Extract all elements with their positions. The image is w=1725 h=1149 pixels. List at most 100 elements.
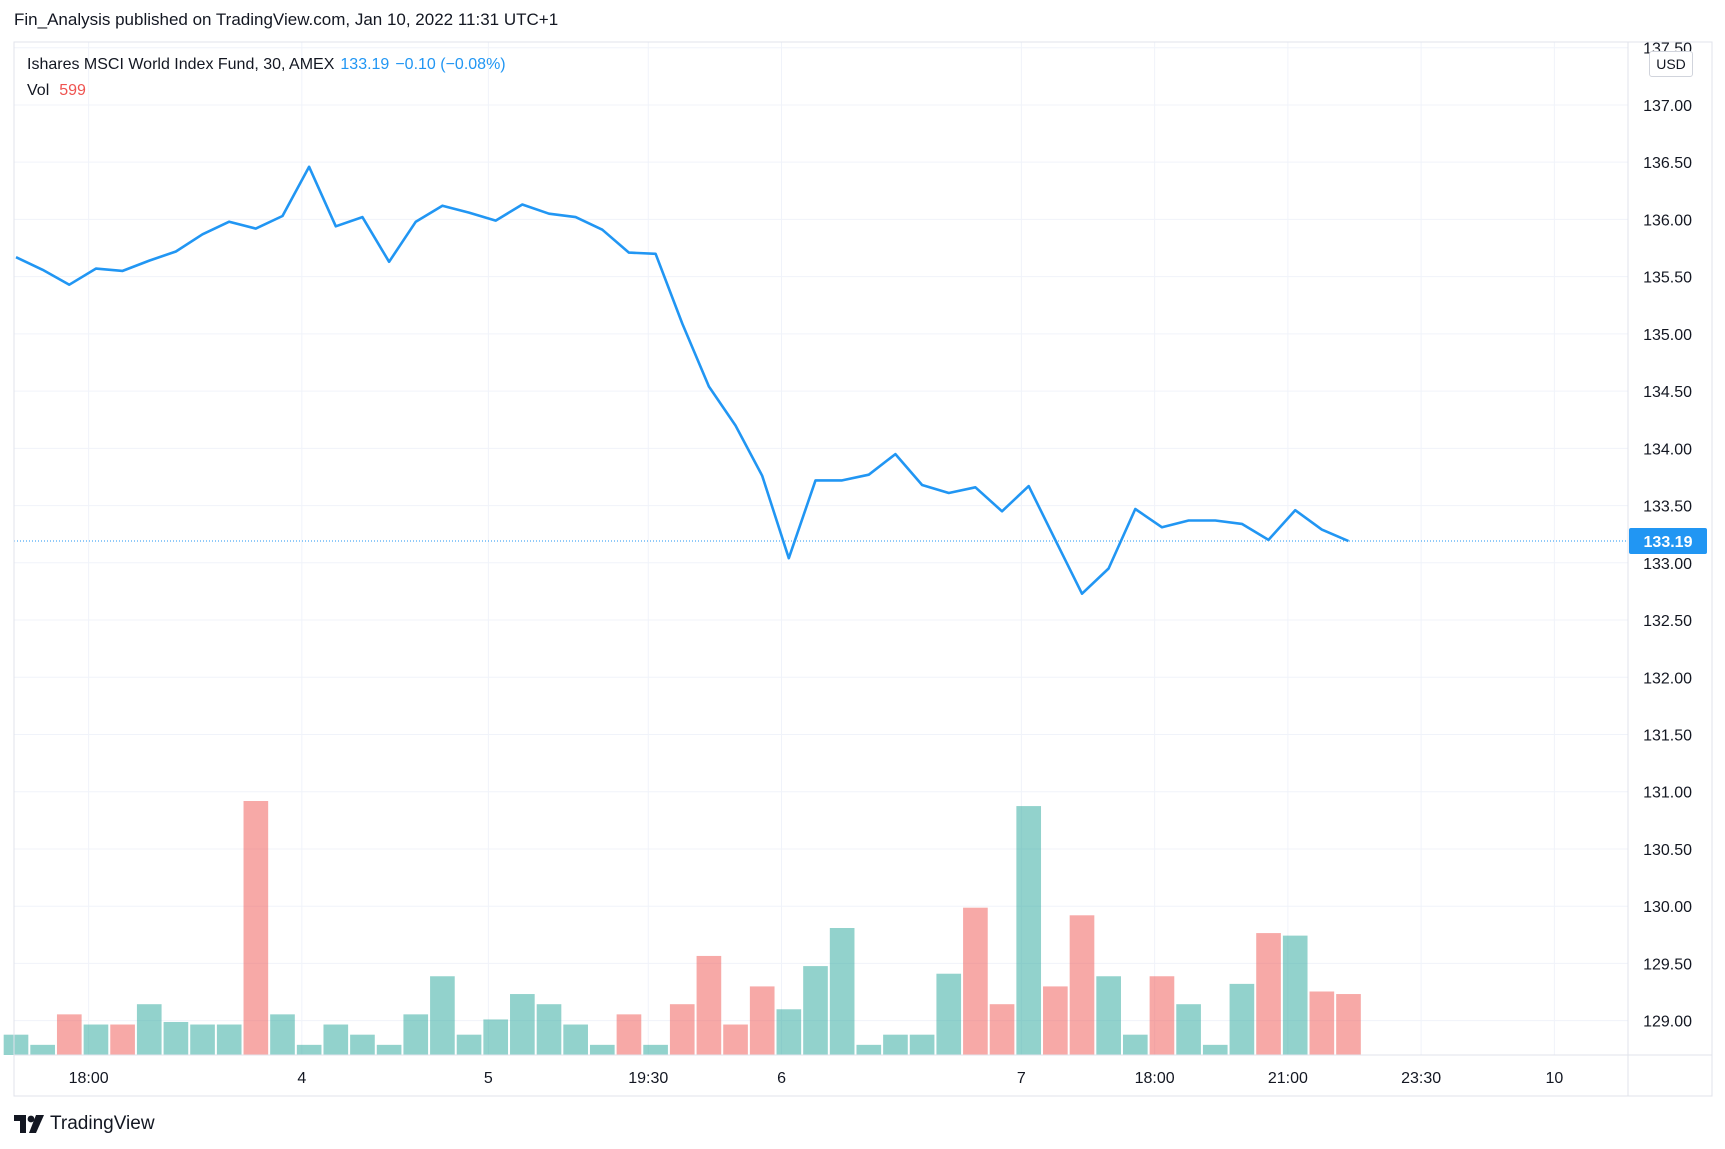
legend-volume-row: Vol 599: [27, 78, 506, 104]
volume-bar: [696, 955, 722, 1055]
volume-bar: [376, 1044, 402, 1055]
volume-bar: [1096, 976, 1121, 1055]
x-tick-label: 7: [1017, 1070, 1026, 1087]
volume-bar: [456, 1034, 482, 1055]
volume-bar: [1176, 1004, 1201, 1055]
x-tick-label: 18:00: [69, 1070, 109, 1087]
volume-bar: [829, 928, 855, 1055]
y-tick-label: 129.50: [1643, 956, 1692, 973]
x-tick-label: 21:00: [1268, 1070, 1308, 1087]
currency-button[interactable]: USD: [1649, 51, 1693, 77]
volume-bar: [510, 994, 535, 1055]
tradingview-footer: TradingView: [14, 1112, 155, 1136]
volume-bar: [163, 1021, 189, 1055]
y-tick-label: 132.50: [1643, 613, 1692, 630]
y-tick-label: 134.50: [1643, 384, 1692, 401]
volume-bar: [243, 801, 269, 1055]
volume-bar: [589, 1044, 615, 1055]
y-tick-label: 131.50: [1643, 728, 1692, 745]
x-tick-label: 18:00: [1135, 1070, 1175, 1087]
volume-bar: [856, 1044, 882, 1055]
x-tick-label: 19:30: [628, 1070, 668, 1087]
volume-bar: [669, 1004, 695, 1055]
volume-bar: [803, 966, 828, 1055]
volume-bar: [350, 1034, 375, 1055]
volume-bars: [3, 801, 1361, 1055]
volume-bar: [1016, 806, 1042, 1055]
y-tick-label: 133.00: [1643, 556, 1692, 573]
volume-bar: [963, 907, 988, 1055]
legend-symbol: Ishares MSCI World Index Fund, 30, AMEX: [27, 56, 335, 73]
y-tick-label: 134.00: [1643, 441, 1692, 458]
volume-bar: [936, 973, 962, 1055]
grid-lines: [14, 42, 1628, 1055]
volume-bar: [536, 1004, 562, 1055]
volume-bar: [1309, 991, 1335, 1055]
legend-price: 133.19: [340, 56, 390, 73]
outer-border: [13, 41, 1713, 1097]
volume-bar: [643, 1044, 668, 1055]
y-tick-label: 136.50: [1643, 155, 1692, 172]
volume-bar: [216, 1024, 242, 1055]
legend-vol-label: Vol: [27, 82, 50, 99]
volume-bar: [1282, 935, 1308, 1055]
time-axis[interactable]: 18:00 4 5 19:30 6 7 18:00 21:00 23:30 10: [69, 1070, 1564, 1087]
volume-bar: [190, 1024, 215, 1055]
volume-bar: [1336, 994, 1361, 1055]
x-tick-label: 5: [484, 1070, 493, 1087]
volume-bar: [83, 1024, 109, 1055]
volume-bar: [3, 1034, 29, 1055]
x-tick-label: 10: [1545, 1070, 1563, 1087]
publish-header: Fin_Analysis published on TradingView.co…: [14, 10, 559, 29]
y-tick-label: 129.00: [1643, 1014, 1692, 1031]
x-tick-label: 6: [777, 1070, 786, 1087]
chart-frame: [13, 41, 1713, 1097]
y-tick-label: 131.00: [1643, 785, 1692, 802]
volume-bar: [1229, 983, 1255, 1055]
volume-bar: [296, 1044, 322, 1055]
volume-bar: [1256, 933, 1281, 1055]
y-tick-label: 135.00: [1643, 327, 1692, 344]
volume-bar: [989, 1004, 1015, 1055]
volume-bar: [270, 1014, 295, 1055]
volume-bar: [776, 1009, 802, 1055]
y-tick-label: 137.00: [1643, 98, 1692, 115]
y-tick-label: 133.50: [1643, 499, 1692, 516]
volume-bar: [1043, 986, 1068, 1055]
volume-bar: [1122, 1034, 1148, 1055]
chart-legend: Ishares MSCI World Index Fund, 30, AMEX 1…: [27, 52, 506, 104]
volume-bar: [1069, 915, 1095, 1055]
volume-bar: [883, 1034, 908, 1055]
x-tick-label: 4: [297, 1070, 306, 1087]
volume-bar: [723, 1024, 748, 1055]
volume-bar: [56, 1014, 82, 1055]
y-tick-label: 135.50: [1643, 270, 1692, 287]
x-tick-label: 23:30: [1401, 1070, 1441, 1087]
tradingview-logo-icon: [14, 1115, 44, 1133]
y-tick-label: 136.00: [1643, 212, 1692, 229]
price-axis[interactable]: 137.50137.00136.50136.00135.50135.00134.…: [1629, 41, 1707, 1031]
volume-bar: [110, 1024, 135, 1055]
last-price-label: 133.19: [1644, 534, 1693, 551]
volume-bar: [1149, 976, 1175, 1055]
volume-bar: [483, 1019, 509, 1055]
volume-bar: [749, 986, 775, 1055]
legend-vol-value: 599: [59, 82, 86, 99]
volume-bar: [616, 1014, 642, 1055]
volume-bar: [323, 1024, 349, 1055]
volume-bar: [1202, 1044, 1228, 1055]
tradingview-brand: TradingView: [50, 1113, 155, 1134]
price-line: [15, 165, 1350, 596]
volume-bar: [430, 976, 455, 1055]
legend-symbol-row: Ishares MSCI World Index Fund, 30, AMEX 1…: [27, 52, 506, 78]
y-tick-label: 132.00: [1643, 670, 1692, 687]
y-tick-label: 130.50: [1643, 842, 1692, 859]
volume-bar: [403, 1014, 429, 1055]
volume-bar: [909, 1034, 935, 1055]
y-tick-label: 130.00: [1643, 899, 1692, 916]
volume-bar: [30, 1044, 55, 1055]
last-price-label-bg: [1629, 528, 1707, 555]
volume-bar: [563, 1024, 588, 1055]
legend-change: −0.10 (−0.08%): [395, 56, 506, 73]
